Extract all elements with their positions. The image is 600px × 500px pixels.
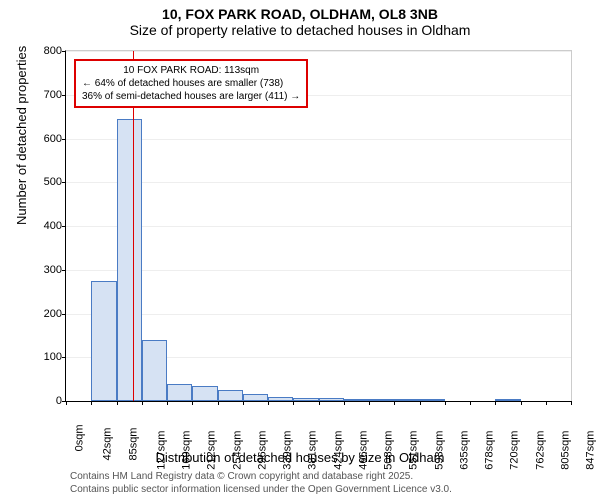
x-tick [420, 401, 421, 405]
x-tick [319, 401, 320, 405]
y-tick [62, 314, 66, 315]
x-tick [293, 401, 294, 405]
histogram-bar [142, 340, 167, 401]
x-tick [571, 401, 572, 405]
histogram-bar [369, 399, 394, 401]
y-tick [62, 270, 66, 271]
x-tick [521, 401, 522, 405]
grid-line [66, 182, 571, 183]
histogram-bar [495, 399, 520, 401]
histogram-bar [117, 119, 142, 401]
y-tick [62, 226, 66, 227]
chart-title-address: 10, FOX PARK ROAD, OLDHAM, OL8 3NB [0, 6, 600, 22]
histogram-bar [420, 399, 445, 401]
footer-line1: Contains HM Land Registry data © Crown c… [70, 470, 452, 483]
x-tick [495, 401, 496, 405]
histogram-bar [167, 384, 192, 402]
x-tick [117, 401, 118, 405]
x-tick [445, 401, 446, 405]
x-tick [470, 401, 471, 405]
histogram-bar [293, 398, 318, 402]
y-tick-label: 600 [34, 133, 62, 145]
y-tick-label: 100 [34, 351, 62, 363]
x-tick [546, 401, 547, 405]
y-axis-label: Number of detached properties [14, 46, 29, 225]
x-tick [344, 401, 345, 405]
x-tick [142, 401, 143, 405]
footer-line2: Contains public sector information licen… [70, 483, 452, 496]
histogram-bar [344, 399, 369, 401]
callout-line: 36% of semi-detached houses are larger (… [82, 90, 300, 103]
callout-line: 10 FOX PARK ROAD: 113sqm [82, 64, 300, 77]
y-tick-label: 0 [34, 395, 62, 407]
histogram-bar [218, 390, 243, 401]
y-tick-label: 400 [34, 220, 62, 232]
histogram-bar [192, 386, 217, 401]
x-tick-label: 0sqm [73, 424, 85, 451]
histogram-bar [319, 398, 344, 401]
chart-title-desc: Size of property relative to detached ho… [0, 22, 600, 38]
grid-line [66, 51, 571, 52]
y-tick [62, 182, 66, 183]
x-tick [192, 401, 193, 405]
x-tick [268, 401, 269, 405]
plot-area: 01002003004005006007008000sqm42sqm85sqm1… [65, 50, 572, 402]
x-axis-label: Distribution of detached houses by size … [0, 450, 600, 465]
x-tick [91, 401, 92, 405]
histogram-bar [268, 397, 293, 401]
y-tick-label: 700 [34, 89, 62, 101]
y-tick-label: 800 [34, 45, 62, 57]
y-tick-label: 200 [34, 308, 62, 320]
y-tick-label: 300 [34, 264, 62, 276]
y-tick [62, 139, 66, 140]
histogram-bar [91, 281, 116, 401]
grid-line [66, 226, 571, 227]
callout-line: ← 64% of detached houses are smaller (73… [82, 77, 300, 90]
histogram-bar [394, 399, 419, 401]
grid-line [66, 270, 571, 271]
x-tick [243, 401, 244, 405]
y-tick-label: 500 [34, 176, 62, 188]
x-tick [218, 401, 219, 405]
chart-area: 01002003004005006007008000sqm42sqm85sqm1… [65, 50, 570, 400]
x-tick [66, 401, 67, 405]
callout-box: 10 FOX PARK ROAD: 113sqm← 64% of detache… [74, 59, 308, 108]
y-tick [62, 51, 66, 52]
histogram-bar [243, 394, 268, 401]
x-tick [369, 401, 370, 405]
x-tick [394, 401, 395, 405]
y-tick [62, 95, 66, 96]
footer-attribution: Contains HM Land Registry data © Crown c… [70, 470, 452, 496]
grid-line [66, 139, 571, 140]
x-tick [167, 401, 168, 405]
grid-line [66, 314, 571, 315]
y-tick [62, 357, 66, 358]
